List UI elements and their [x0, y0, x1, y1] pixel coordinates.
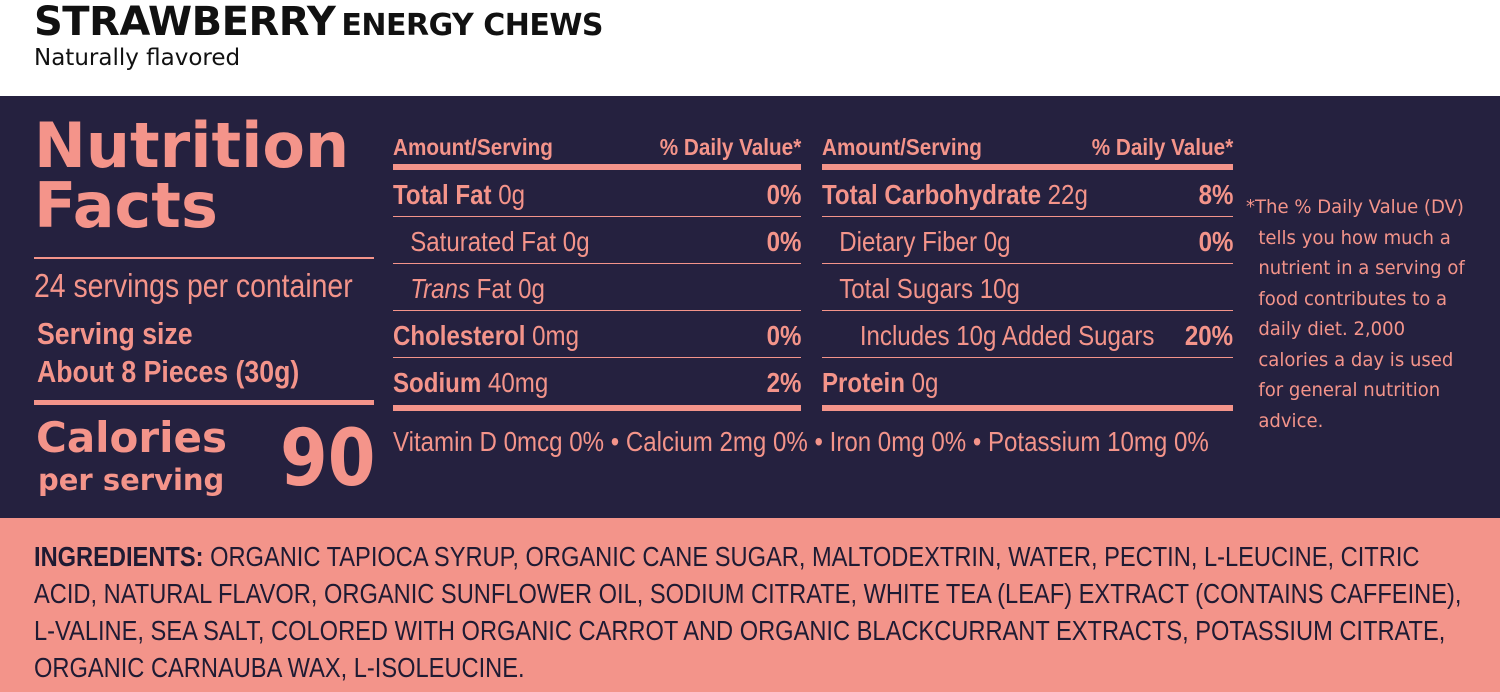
nutrient-name: Sodium [393, 367, 482, 398]
nutrient-name: Saturated Fat [410, 226, 557, 257]
nutrient-column-left: Amount/Serving % Daily Value* Total Fat … [393, 134, 801, 411]
flavor-note: Naturally flavored [34, 45, 241, 71]
nutrient-dv: 0% [766, 320, 801, 351]
calories-label: Calories [36, 413, 228, 462]
nutrient-name: Cholesterol [393, 320, 526, 351]
calories-value: 90 [280, 414, 376, 504]
nutrient-name: Protein [822, 367, 905, 398]
nutrient-dv: 20% [1184, 320, 1233, 351]
nutrient-name: Total Carbohydrate [822, 179, 1041, 210]
nutrient-dv: 8% [1198, 179, 1233, 210]
nutrient-name: Fat [476, 273, 512, 304]
nutrient-name: Total Fat [393, 179, 492, 210]
nf-title-line2: Facts [34, 169, 218, 242]
daily-value-footnote: *The % Daily Value (DV) tells you how mu… [1246, 196, 1465, 432]
nutrition-facts-title: Nutrition Facts [34, 109, 350, 242]
product-name: STRAWBERRY [34, 0, 336, 45]
nutrient-dv: 0% [766, 179, 801, 210]
amount-serving-header: Amount/Serving [822, 134, 982, 160]
serving-size-value: About 8 Pieces (30g) [37, 354, 300, 389]
calories-per-serving: per serving [38, 463, 225, 497]
daily-value-header: % Daily Value* [659, 134, 801, 160]
ingredients-list: ORGANIC TAPIOCA SYRUP, ORGANIC CANE SUGA… [34, 541, 1462, 683]
bottom-rule [393, 405, 801, 411]
nutrient-row-sodium: Sodium 40mg 2% [393, 358, 801, 405]
bottom-rule [822, 405, 1233, 411]
product-type: ENERGY CHEWS [341, 8, 604, 43]
amount-serving-header: Amount/Serving [393, 134, 553, 160]
nutrition-facts-panel: Nutrition Facts 24 servings per containe… [0, 96, 1500, 518]
column-header: Amount/Serving % Daily Value* [393, 134, 801, 164]
nutrient-dv: 0% [1198, 226, 1233, 257]
nutrient-row-total-fat: Total Fat 0g 0% [393, 170, 801, 217]
nutrient-name-italic: Trans [410, 273, 470, 304]
nutrient-row-total-sugars: Total Sugars 10g [822, 264, 1233, 311]
header-rule [822, 164, 1233, 170]
daily-value-header: % Daily Value* [1091, 134, 1233, 160]
nutrient-row-trans-fat: Trans Fat 0g [393, 264, 801, 311]
nutrient-row-saturated-fat: Saturated Fat 0g 0% [393, 217, 801, 264]
nutrient-amount: 0g [518, 273, 545, 304]
ingredients-section: INGREDIENTS: ORGANIC TAPIOCA SYRUP, ORGA… [0, 518, 1500, 692]
product-header: STRAWBERRY ENERGY CHEWS Naturally flavore… [0, 0, 1500, 96]
nutrient-name: Includes 10g Added Sugars [859, 320, 1155, 351]
nutrient-amount: 0g [562, 226, 590, 257]
nutrient-amount: 0g [911, 367, 939, 398]
nutrient-name: Total Sugars 10g [839, 273, 1020, 304]
nutrient-amount: 22g [1047, 179, 1088, 210]
nutrient-row-added-sugars: Includes 10g Added Sugars 20% [822, 311, 1233, 358]
vitamins-minerals-line: Vitamin D 0mcg 0% • Calcium 2mg 0% • Iro… [393, 426, 1209, 457]
header-rule [393, 164, 801, 170]
nf-divider-top [34, 257, 374, 259]
ingredients-label: INGREDIENTS: [34, 541, 204, 572]
nutrient-dv: 0% [766, 226, 801, 257]
column-header: Amount/Serving % Daily Value* [822, 134, 1233, 164]
nutrient-dv: 2% [766, 367, 801, 398]
serving-size-label: Serving size [37, 316, 193, 351]
nutrient-amount: 0g [498, 179, 526, 210]
ingredients-text: INGREDIENTS: ORGANIC TAPIOCA SYRUP, ORGA… [34, 538, 1462, 686]
nutrient-amount: 40mg [487, 367, 549, 398]
nutrient-amount: 0mg [532, 320, 580, 351]
nutrient-name: Dietary Fiber 0g [839, 226, 1011, 257]
nutrient-row-protein: Protein 0g [822, 358, 1233, 405]
nutrient-row-cholesterol: Cholesterol 0mg 0% [393, 311, 801, 358]
nutrient-row-total-carbohydrate: Total Carbohydrate 22g 8% [822, 170, 1233, 217]
nf-title-line1: Nutrition [34, 109, 350, 182]
product-title: STRAWBERRY ENERGY CHEWS [34, 0, 604, 48]
servings-per-container: 24 servings per container [34, 267, 353, 304]
nf-divider-thick [34, 400, 374, 405]
nutrient-column-right: Amount/Serving % Daily Value* Total Carb… [822, 134, 1233, 411]
nutrient-row-dietary-fiber: Dietary Fiber 0g 0% [822, 217, 1233, 264]
